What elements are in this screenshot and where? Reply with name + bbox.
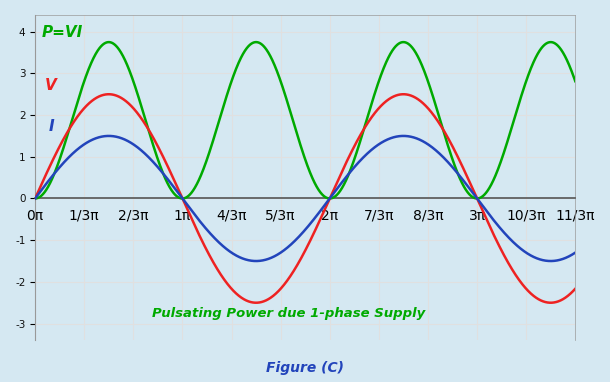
Text: P=VI: P=VI	[42, 25, 84, 40]
Text: Figure (C): Figure (C)	[266, 361, 344, 376]
Text: V: V	[45, 78, 56, 93]
Text: Pulsating Power due 1-phase Supply: Pulsating Power due 1-phase Supply	[152, 307, 426, 320]
Text: I: I	[48, 119, 54, 134]
